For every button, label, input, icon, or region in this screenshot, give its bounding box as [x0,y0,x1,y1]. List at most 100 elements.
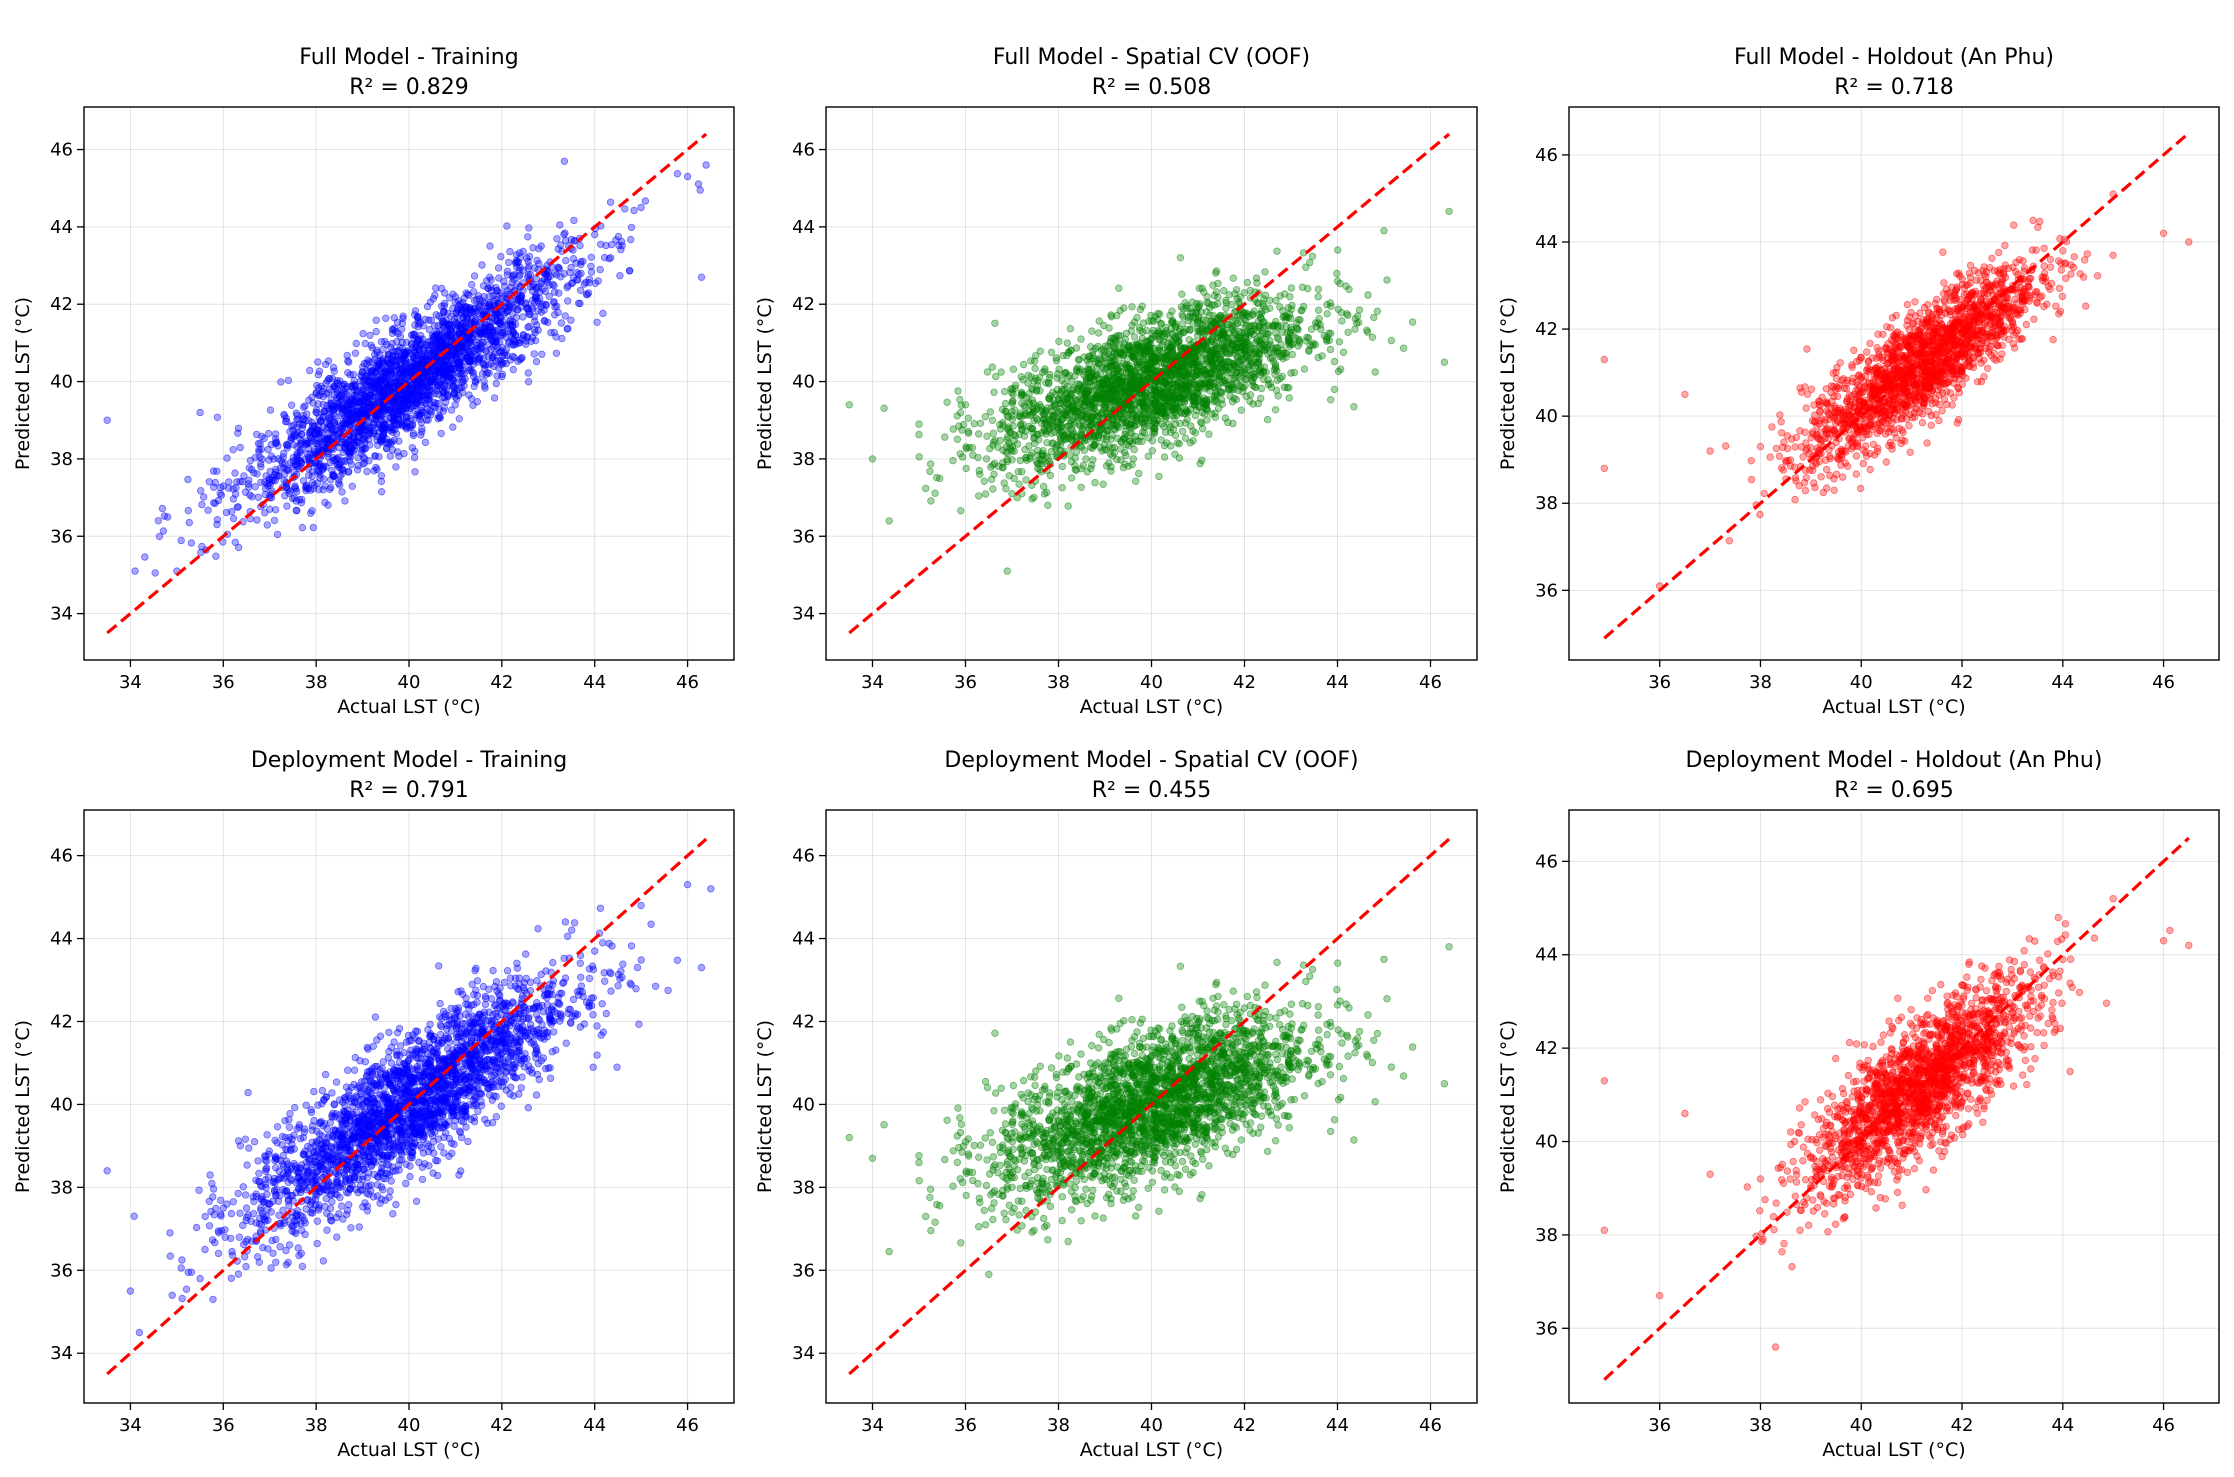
scatter-point [1196,395,1204,404]
scatter-point [563,283,571,292]
scatter-point [495,338,504,346]
scatter-point [560,157,569,165]
scatter-point [1309,339,1318,348]
scatter-point [1373,307,1382,315]
scatter-point [498,370,507,378]
scatter-point [291,484,299,492]
scatter-point [312,406,321,414]
scatter-point [365,368,374,376]
scatter-point [1242,392,1250,400]
scatter-point [554,308,562,317]
scatter-point [1127,429,1136,438]
scatter-point [1130,333,1139,341]
scatter-point [1352,319,1361,327]
y-tick-label: 42 [792,294,815,315]
scatter-point [251,483,259,491]
scatter-point [1267,383,1276,392]
scatter-point [309,523,317,532]
scatter-point [308,418,316,427]
scatter-point [1075,356,1083,364]
scatter-point [1041,365,1049,373]
scatter-point [1278,372,1286,381]
scatter-point [209,483,218,491]
scatter-point [621,205,629,213]
scatter-point [328,466,336,475]
scatter-point [539,300,547,308]
scatter-point [264,445,272,454]
scatter-point [256,453,264,461]
scatter-point [962,443,970,451]
scatter-point [1272,296,1280,305]
scatter-point [1368,333,1377,341]
scatter-point [593,318,601,326]
scatter-point [501,282,509,290]
scatter-point [417,350,426,358]
x-tick-label: 46 [676,672,699,693]
scatter-point [322,379,330,387]
scatter-point [1200,360,1209,368]
scatter-point [567,263,575,272]
scatter-point [535,283,543,291]
scatter-point [205,478,213,486]
scatter-point [529,244,537,252]
y-tick-label: 38 [50,449,73,470]
scatter-point [467,318,475,326]
scatter-point [490,394,499,402]
scatter-point [401,369,409,377]
x-tick-label: 44 [1326,672,1349,693]
scatter-point [184,506,192,515]
scatter-point [441,289,449,297]
scatter-point [1221,345,1229,353]
scatter-point [281,417,290,426]
scatter-point [204,506,212,514]
scatter-point [1046,370,1054,379]
scatter-point [641,197,650,205]
scatter-point [376,365,384,373]
scatter-point [696,186,704,194]
scatter-point [212,552,220,560]
scatter-point [494,264,503,272]
scatter-point [526,283,534,291]
scatter-point [421,409,429,417]
scatter-point [509,327,517,335]
scatter-point [470,382,478,391]
scatter-point [280,410,288,419]
scatter-point [555,264,563,272]
scatter-point [1287,369,1295,377]
scatter-point [177,536,185,545]
scatter-point [331,426,339,435]
scatter-point [514,306,522,314]
scatter-point [409,416,418,424]
scatter-point [974,453,982,462]
scatter-point [326,413,334,421]
scatter-point [461,351,470,359]
scatter-point [1351,325,1359,333]
scatter-point [627,235,635,244]
scatter-point [308,507,316,515]
scatter-point [1063,339,1071,347]
scatter-point [359,445,367,453]
scatter-point [442,398,450,406]
scatter-point [1039,447,1047,455]
scatter-point [387,343,395,351]
scatter-point [975,430,983,438]
y-tick-label: 46 [792,140,815,161]
scatter-point [468,280,476,289]
scatter-point [440,329,449,337]
scatter-point [1088,327,1096,335]
scatter-point [1299,302,1308,311]
scatter-point [1042,419,1050,427]
scatter-point [988,416,997,424]
scatter-point [575,299,583,307]
scatter-point [702,161,710,169]
scatter-point [1278,328,1287,336]
scatter-point [333,460,341,468]
scatter-point [1399,344,1408,352]
scatter-point [1160,453,1169,461]
scatter-point [298,424,307,432]
scatter-point [1176,254,1185,262]
scatter-point [1222,304,1230,312]
scatter-point [1154,330,1162,338]
scatter-point [1370,313,1378,322]
scatter-point [617,245,625,254]
